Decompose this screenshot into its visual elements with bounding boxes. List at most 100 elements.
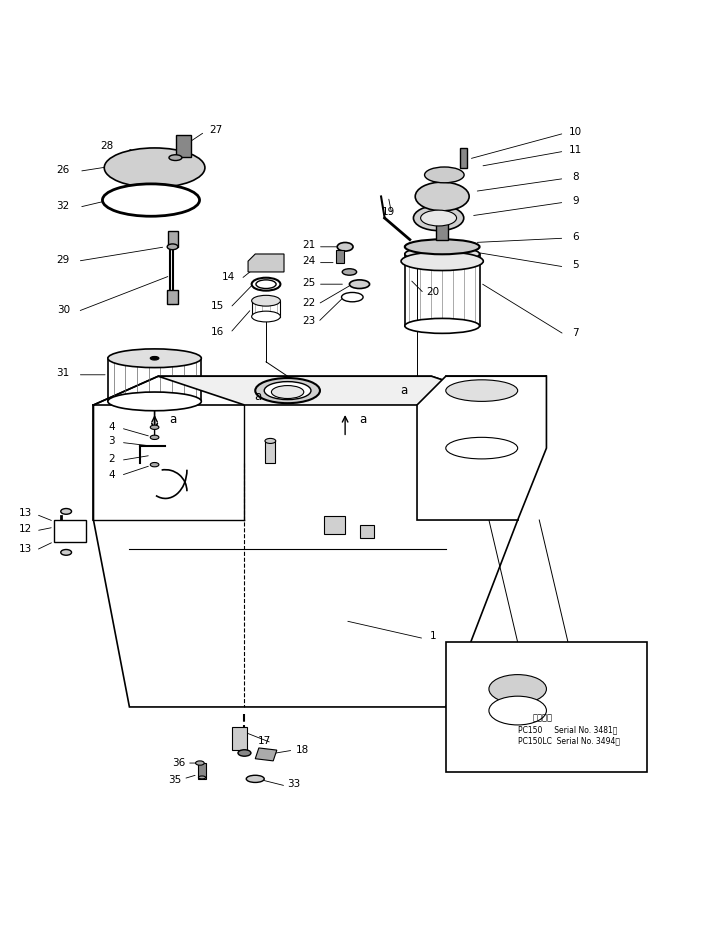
Bar: [232, 727, 247, 750]
Text: 12: 12: [19, 524, 32, 534]
Ellipse shape: [265, 382, 311, 400]
Ellipse shape: [150, 462, 159, 467]
Ellipse shape: [272, 386, 304, 399]
Ellipse shape: [104, 148, 205, 188]
Ellipse shape: [108, 392, 201, 411]
Text: 20: 20: [426, 287, 439, 297]
Text: a: a: [400, 384, 408, 397]
Text: a: a: [254, 389, 261, 403]
Text: 27: 27: [209, 125, 222, 135]
Text: 22: 22: [303, 298, 316, 308]
Ellipse shape: [102, 184, 199, 216]
Ellipse shape: [265, 438, 275, 443]
Text: 33: 33: [287, 779, 300, 789]
Polygon shape: [255, 748, 277, 761]
Text: 16: 16: [211, 327, 224, 337]
Ellipse shape: [60, 509, 71, 514]
Ellipse shape: [196, 761, 204, 765]
Bar: [167, 290, 178, 304]
Text: 2: 2: [108, 454, 115, 464]
Bar: [436, 222, 448, 240]
Polygon shape: [158, 376, 518, 405]
Text: 18: 18: [296, 746, 308, 755]
Text: 5: 5: [572, 261, 579, 270]
Ellipse shape: [252, 311, 280, 322]
Text: 4: 4: [108, 422, 115, 432]
Bar: [336, 250, 344, 263]
Ellipse shape: [255, 378, 320, 403]
Bar: [460, 148, 467, 167]
Text: 8: 8: [572, 172, 579, 182]
Text: 32: 32: [57, 201, 70, 211]
Ellipse shape: [489, 697, 546, 725]
Text: 11: 11: [569, 144, 582, 154]
Text: 7: 7: [572, 328, 579, 338]
Ellipse shape: [405, 318, 480, 333]
Ellipse shape: [421, 210, 457, 226]
Ellipse shape: [238, 750, 251, 757]
Polygon shape: [93, 376, 518, 707]
Text: 10: 10: [569, 127, 582, 137]
Ellipse shape: [416, 182, 469, 211]
Text: 9: 9: [572, 196, 579, 205]
Polygon shape: [248, 254, 284, 272]
Text: PC150LC  Serial No. 3494～: PC150LC Serial No. 3494～: [518, 736, 620, 746]
Text: 14: 14: [222, 272, 235, 282]
Text: 15: 15: [211, 301, 224, 311]
Text: 3: 3: [108, 436, 115, 446]
Ellipse shape: [108, 349, 201, 367]
Ellipse shape: [342, 269, 357, 276]
Ellipse shape: [198, 776, 206, 779]
Ellipse shape: [446, 380, 518, 401]
Text: 26: 26: [57, 165, 70, 175]
Text: 4: 4: [108, 470, 115, 480]
Ellipse shape: [405, 240, 480, 254]
Text: 1: 1: [429, 632, 436, 642]
Ellipse shape: [405, 246, 480, 262]
Ellipse shape: [256, 280, 276, 289]
Text: 25: 25: [303, 278, 316, 288]
Text: 13: 13: [19, 508, 32, 518]
Text: 23: 23: [303, 315, 316, 326]
Text: 適用号機: 適用号機: [533, 713, 553, 722]
Text: 31: 31: [57, 368, 70, 378]
Text: a: a: [360, 413, 367, 426]
Bar: [54, 520, 86, 542]
Text: 17: 17: [258, 735, 271, 746]
Ellipse shape: [342, 292, 363, 302]
Text: 21: 21: [303, 240, 316, 251]
Ellipse shape: [60, 549, 71, 555]
Ellipse shape: [252, 278, 280, 290]
Text: 6: 6: [572, 232, 579, 241]
Text: 30: 30: [57, 305, 70, 315]
Bar: [265, 441, 275, 462]
Bar: [324, 516, 345, 535]
Bar: [446, 642, 647, 771]
Ellipse shape: [413, 205, 464, 230]
Ellipse shape: [337, 242, 353, 251]
Text: 35: 35: [168, 774, 181, 784]
Text: 36: 36: [172, 758, 185, 768]
Ellipse shape: [446, 438, 518, 459]
Ellipse shape: [167, 244, 178, 250]
Bar: [168, 231, 178, 247]
Ellipse shape: [252, 295, 280, 306]
Ellipse shape: [489, 674, 546, 703]
Ellipse shape: [150, 426, 159, 429]
Ellipse shape: [150, 435, 159, 439]
Text: 28: 28: [100, 142, 113, 151]
Ellipse shape: [169, 154, 182, 161]
Ellipse shape: [401, 252, 483, 270]
Text: 13: 13: [19, 544, 32, 554]
Text: 24: 24: [303, 256, 316, 266]
Ellipse shape: [424, 167, 464, 183]
Polygon shape: [417, 376, 546, 520]
Ellipse shape: [246, 775, 264, 783]
Bar: [360, 525, 374, 538]
Bar: [176, 135, 191, 157]
Ellipse shape: [349, 280, 370, 289]
Text: a: a: [169, 413, 176, 426]
Text: 19: 19: [382, 207, 395, 217]
Text: PC150     Serial No. 3481～: PC150 Serial No. 3481～: [518, 725, 617, 734]
Bar: [198, 763, 206, 779]
